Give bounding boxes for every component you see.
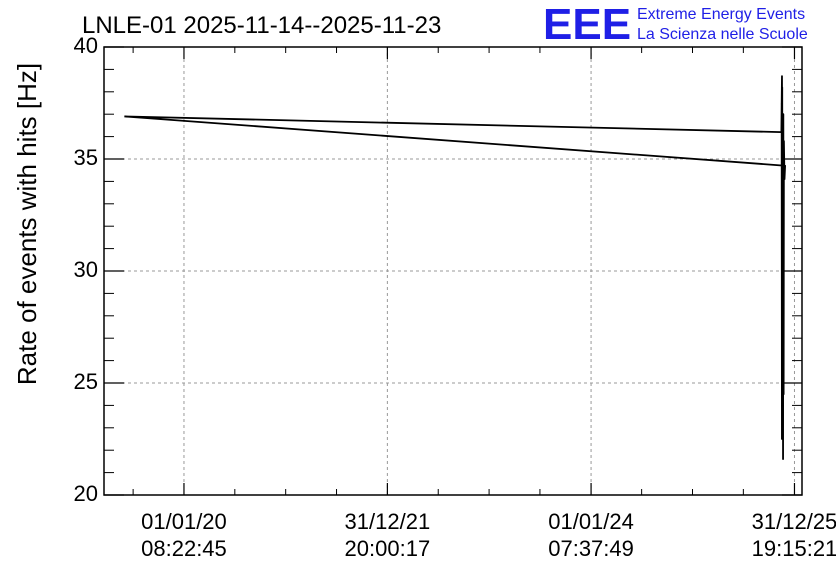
x-tick-label-date: 01/01/20 bbox=[141, 509, 227, 534]
logo-line-1: Extreme Energy Events bbox=[637, 6, 805, 23]
series-layer bbox=[124, 75, 786, 461]
y-tick-label: 35 bbox=[74, 145, 98, 170]
chart-title: LNLE-01 2025-11-14--2025-11-23 bbox=[82, 12, 441, 39]
x-tick-label-time: 08:22:45 bbox=[141, 536, 227, 561]
y-axis-label: Rate of events with hits [Hz] bbox=[12, 63, 42, 385]
x-tick-label-time: 07:37:49 bbox=[548, 536, 634, 561]
series-line bbox=[124, 75, 786, 461]
y-tick-label: 40 bbox=[74, 33, 98, 58]
grid bbox=[104, 47, 802, 495]
axis-ticks bbox=[104, 46, 802, 496]
y-tick-label: 30 bbox=[74, 257, 98, 282]
y-tick-label: 20 bbox=[74, 481, 98, 506]
x-tick-label-date: 31/12/25 bbox=[752, 509, 836, 534]
eee-logo: EEE Extreme Energy Events La Scienza nel… bbox=[543, 0, 808, 49]
x-tick-label-time: 19:15:21 bbox=[752, 536, 836, 561]
y-tick-label: 25 bbox=[74, 369, 98, 394]
x-tick-label-time: 20:00:17 bbox=[345, 536, 431, 561]
x-tick-label-date: 01/01/24 bbox=[548, 509, 634, 534]
y-tick-labels: 20 25 30 35 40 bbox=[74, 33, 98, 506]
logo-line-2: La Scienza nelle Scuole bbox=[637, 26, 808, 43]
x-tick-label-date: 31/12/21 bbox=[345, 509, 431, 534]
logo-mark: EEE bbox=[543, 0, 631, 49]
